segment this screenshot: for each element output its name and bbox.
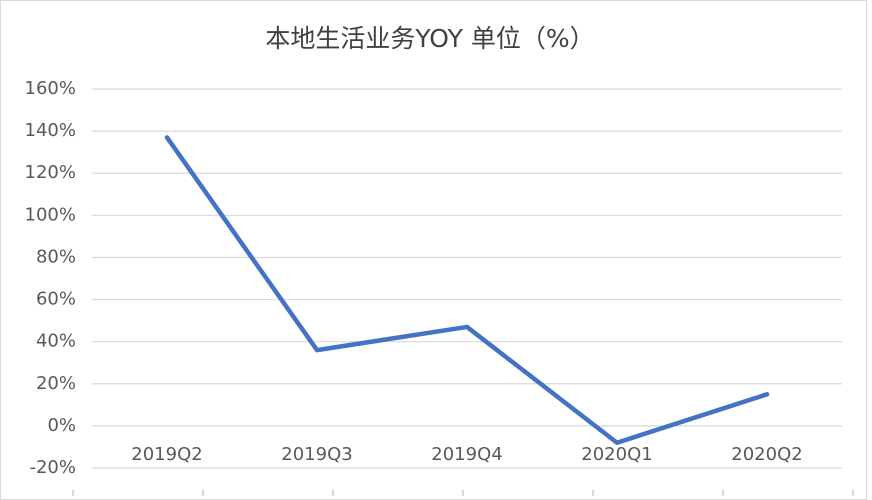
x-tick-label: 2020Q2 bbox=[731, 444, 802, 465]
y-tick-label: 60% bbox=[36, 289, 76, 310]
y-tick-label: 20% bbox=[36, 373, 76, 394]
y-tick-label: 80% bbox=[36, 246, 76, 267]
y-tick-label: 100% bbox=[25, 204, 76, 225]
y-tick-label: 40% bbox=[36, 331, 76, 352]
data-line bbox=[164, 135, 770, 445]
x-tick-label: 2019Q4 bbox=[431, 444, 502, 465]
y-tick-label: 0% bbox=[47, 415, 76, 436]
bottom-ticks bbox=[72, 490, 854, 496]
x-tick-label: 2020Q1 bbox=[581, 444, 652, 465]
y-tick-label: 120% bbox=[25, 162, 76, 183]
y-tick-label: 140% bbox=[25, 120, 76, 141]
y-tick-label: 160% bbox=[25, 78, 76, 99]
y-tick-label: -20% bbox=[29, 457, 76, 478]
x-tick-label: 2019Q3 bbox=[281, 444, 352, 465]
x-tick-label: 2019Q2 bbox=[131, 444, 202, 465]
chart-title: 本地生活业务YOY 单位（%） bbox=[265, 24, 594, 53]
